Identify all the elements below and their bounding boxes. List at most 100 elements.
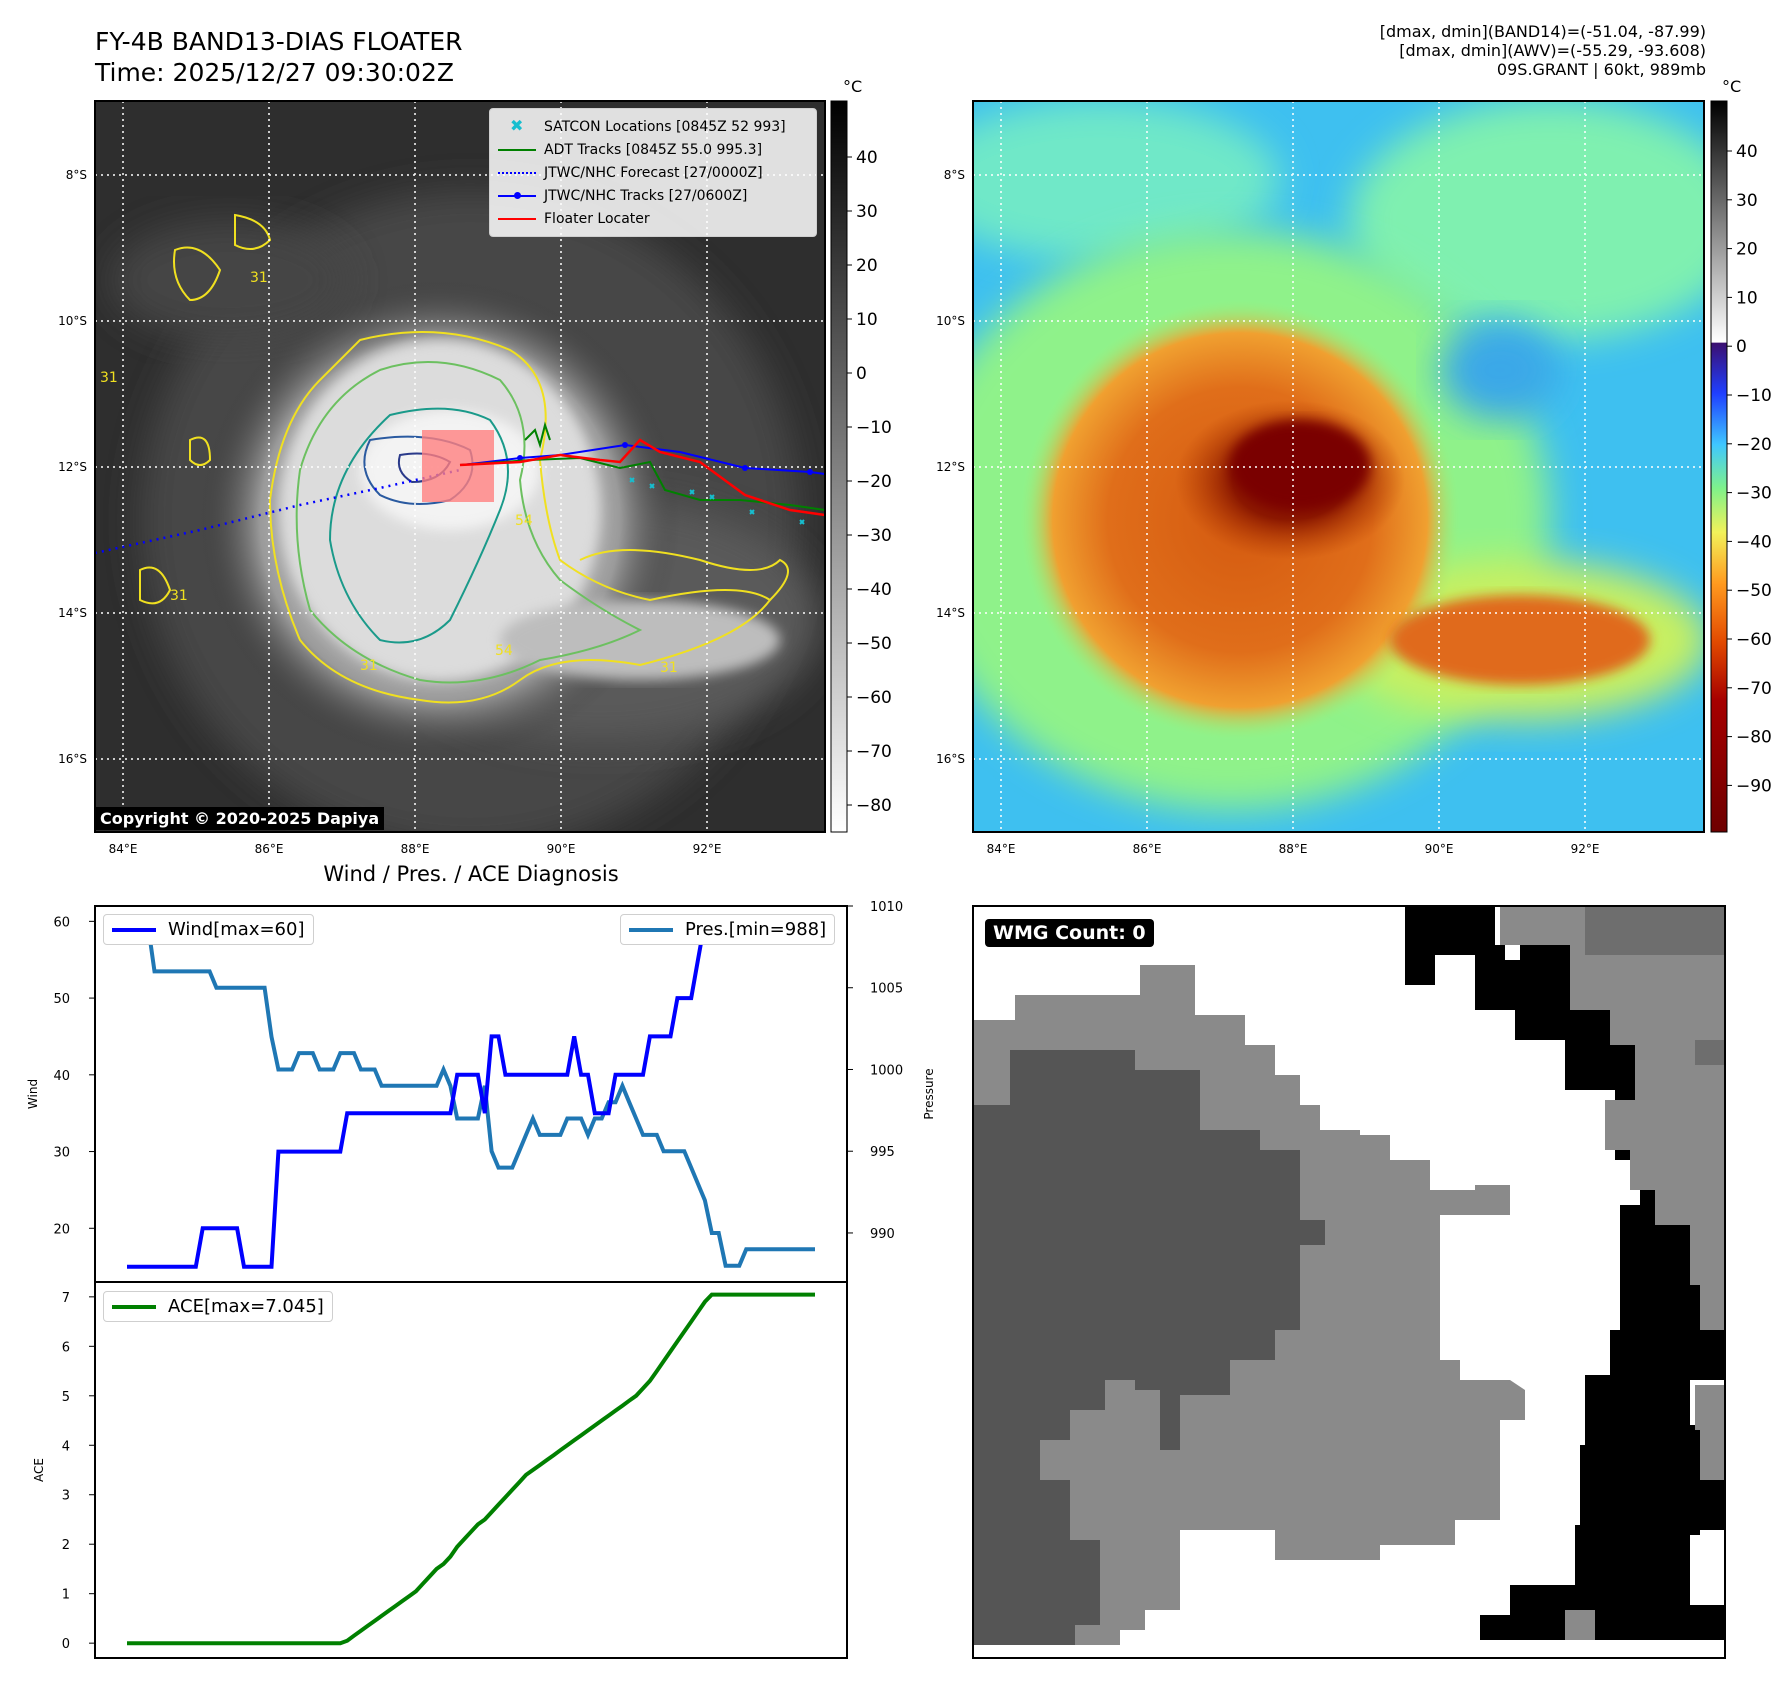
wind-tick-label: 20 bbox=[53, 1222, 70, 1237]
lat-tick-label: 8°S bbox=[944, 168, 965, 182]
line-dot-icon bbox=[498, 189, 536, 203]
ace-tick-label: 1 bbox=[62, 1588, 70, 1603]
colorbar-tick-label: 20 bbox=[856, 256, 878, 276]
legend-label: ADT Tracks [0845Z 55.0 995.3] bbox=[544, 141, 763, 158]
lon-tick-label: 84°E bbox=[987, 842, 1016, 856]
colorbar-tick-label: 30 bbox=[856, 202, 878, 222]
ace-axis-label: ACE bbox=[32, 1458, 46, 1482]
wmg-count-badge: WMG Count: 0 bbox=[985, 919, 1154, 947]
lon-tick-label: 92°E bbox=[1571, 842, 1600, 856]
line-icon bbox=[498, 143, 536, 157]
colorbar-tick-label: 10 bbox=[856, 310, 878, 330]
info-line-3: 09S.GRANT | 60kt, 989mb bbox=[1496, 60, 1706, 79]
lon-tick-label: 86°E bbox=[1133, 842, 1162, 856]
ace-legend-label: ACE[max=7.045] bbox=[168, 1296, 324, 1317]
copyright-badge: Copyright © 2020-2025 Dapiya bbox=[95, 807, 385, 830]
pressure-axis-label: Pressure bbox=[922, 1068, 936, 1119]
lat-tick-label: 16°S bbox=[58, 752, 87, 766]
legend-item: JTWC/NHC Tracks [27/0600Z] bbox=[498, 184, 808, 207]
lat-tick-label: 12°S bbox=[58, 460, 87, 474]
colorbar-tick-label: −10 bbox=[856, 418, 892, 438]
colorbar-tick-label: −50 bbox=[856, 634, 892, 654]
ace-tick-label: 6 bbox=[62, 1340, 70, 1355]
wind-series-line bbox=[127, 919, 815, 1269]
lon-tick-label: 92°E bbox=[693, 842, 722, 856]
colorbar-tick-label: 40 bbox=[856, 148, 878, 168]
ace-tick-label: 5 bbox=[62, 1390, 70, 1405]
pressure-tick-label: 1005 bbox=[870, 982, 903, 997]
legend-label: JTWC/NHC Tracks [27/0600Z] bbox=[544, 187, 748, 204]
wind-legend-label: Wind[max=60] bbox=[168, 919, 305, 940]
wmg-cloud-block bbox=[1565, 1610, 1595, 1640]
colorbar-tick-label: 30 bbox=[1736, 191, 1758, 211]
pressure-legend-label: Pres.[min=988] bbox=[685, 919, 827, 940]
dotted-line-icon bbox=[498, 166, 536, 180]
wind-axis-label: Wind bbox=[26, 1079, 40, 1109]
colorbar-tick-label: −20 bbox=[856, 472, 892, 492]
ace-tick-label: 3 bbox=[62, 1489, 70, 1504]
title-line-1: FY-4B BAND13-DIAS FLOATER bbox=[95, 27, 463, 56]
storm-info: [dmax, dmin](BAND14)=(-51.04, -87.99) [d… bbox=[1380, 22, 1706, 79]
ace-tick-label: 4 bbox=[62, 1439, 70, 1454]
contour-label: 54 bbox=[515, 513, 533, 529]
contour-label: 31 bbox=[170, 588, 188, 604]
colorbar-tick-label: −20 bbox=[1736, 435, 1772, 455]
lat-tick-label: 16°S bbox=[936, 752, 965, 766]
colorbar-tick-label: −50 bbox=[1736, 581, 1772, 601]
pressure-tick-label: 995 bbox=[870, 1145, 895, 1160]
colorbar-tick-label: −80 bbox=[856, 796, 892, 816]
legend-label: Floater Locater bbox=[544, 210, 650, 227]
right-colorbar-unit: °C bbox=[1722, 77, 1741, 96]
info-line-1: [dmax, dmin](BAND14)=(-51.04, -87.99) bbox=[1379, 22, 1706, 41]
colorbar-tick-label: −60 bbox=[856, 688, 892, 708]
contour-label: 31 bbox=[250, 270, 268, 286]
ace-swatch bbox=[112, 1304, 156, 1309]
colorbar-tick-label: 0 bbox=[856, 364, 867, 384]
pressure-legend: Pres.[min=988] bbox=[620, 914, 836, 945]
colorbar-tick-label: −30 bbox=[856, 526, 892, 546]
contour-label: 54 bbox=[495, 643, 513, 659]
figure-title: FY-4B BAND13-DIAS FLOATER Time: 2025/12/… bbox=[95, 26, 463, 88]
lat-tick-label: 8°S bbox=[66, 168, 87, 182]
colorbar-tick-label: −90 bbox=[1736, 776, 1772, 796]
diagnosis-title: Wind / Pres. / ACE Diagnosis bbox=[323, 862, 619, 886]
ace-series-line bbox=[127, 1292, 815, 1646]
title-line-2: Time: 2025/12/27 09:30:02Z bbox=[95, 58, 454, 87]
enhanced-map-panel: 8°S 10°S 12°S 14°S 16°S 84°E 86°E 88°E 90°E 92°E bbox=[936, 100, 1705, 856]
legend-label: JTWC/NHC Forecast [27/0000Z] bbox=[544, 164, 763, 181]
colorbar-tick-label: −70 bbox=[1736, 679, 1772, 699]
lat-tick-label: 14°S bbox=[58, 606, 87, 620]
wmg-cloud-block bbox=[1405, 906, 1725, 1640]
ace-chart: 0 1 2 3 4 5 6 7 ACE bbox=[32, 1281, 848, 1659]
ace-tick-label: 2 bbox=[62, 1538, 70, 1553]
contour-label: 31 bbox=[660, 660, 678, 676]
lon-tick-label: 88°E bbox=[1279, 842, 1308, 856]
lat-tick-label: 14°S bbox=[936, 606, 965, 620]
legend-item: JTWC/NHC Forecast [27/0000Z] bbox=[498, 161, 808, 184]
wmg-panel bbox=[972, 905, 1726, 1659]
wind-tick-label: 50 bbox=[53, 992, 70, 1007]
pressure-swatch bbox=[629, 927, 673, 932]
legend-item: Floater Locater bbox=[498, 207, 808, 230]
colorbar-tick-label: 20 bbox=[1736, 240, 1758, 260]
colorbar-tick-label: −70 bbox=[856, 742, 892, 762]
lon-tick-label: 88°E bbox=[401, 842, 430, 856]
colorbar-tick-label: 40 bbox=[1736, 142, 1758, 162]
line-icon bbox=[498, 212, 536, 226]
pressure-series-line bbox=[127, 920, 815, 1268]
wind-tick-label: 60 bbox=[53, 915, 70, 930]
wmg-cloud-block bbox=[1585, 906, 1725, 955]
wmg-cloud-block bbox=[973, 1050, 1325, 1645]
wmg-cloud-block bbox=[1695, 1040, 1725, 1065]
wind-legend: Wind[max=60] bbox=[103, 914, 314, 945]
pressure-tick-label: 1010 bbox=[870, 900, 903, 915]
wind-tick-label: 30 bbox=[53, 1146, 70, 1161]
wind-swatch bbox=[112, 927, 156, 932]
map-legend: ✖ SATCON Locations [0845Z 52 993] ADT Tr… bbox=[489, 108, 817, 237]
lon-tick-label: 86°E bbox=[255, 842, 284, 856]
pressure-tick-label: 1000 bbox=[870, 1063, 903, 1078]
legend-item: ADT Tracks [0845Z 55.0 995.3] bbox=[498, 138, 808, 161]
legend-item: ✖ SATCON Locations [0845Z 52 993] bbox=[498, 115, 808, 138]
lon-tick-label: 90°E bbox=[1425, 842, 1454, 856]
lat-tick-label: 12°S bbox=[936, 460, 965, 474]
